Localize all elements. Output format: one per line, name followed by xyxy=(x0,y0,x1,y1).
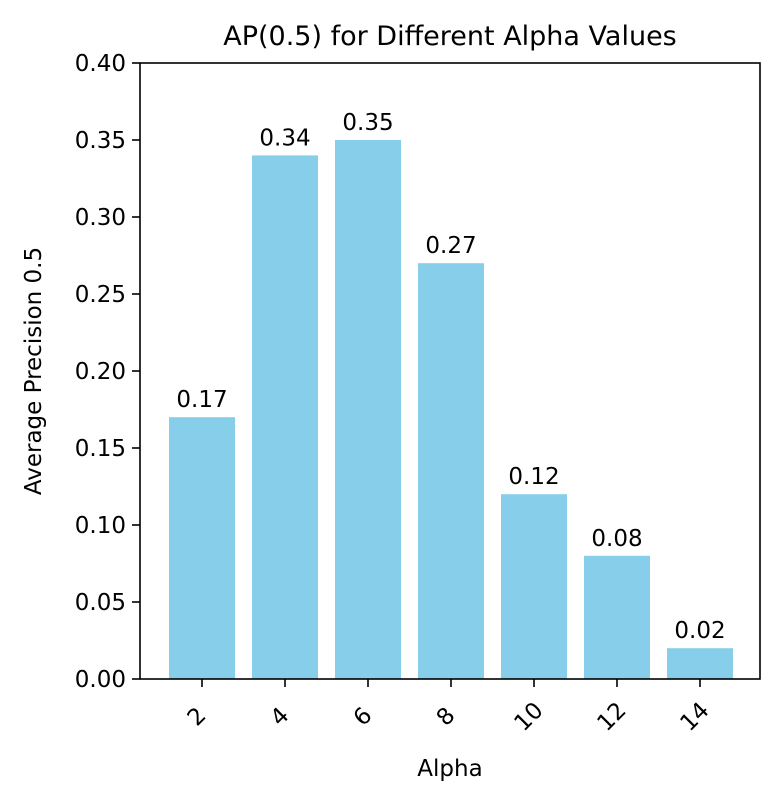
y-tick-label: 0.35 xyxy=(75,128,126,154)
y-tick-label: 0.10 xyxy=(75,513,126,539)
y-tick-label: 0.00 xyxy=(75,667,126,693)
y-tick-label: 0.05 xyxy=(75,590,126,616)
x-tick-label-14: 14 xyxy=(676,698,715,737)
y-tick-label: 0.40 xyxy=(75,51,126,77)
x-tick-label-8: 8 xyxy=(432,703,461,732)
bar-labels-group: 0.17 0.34 0.35 0.27 0.12 0.08 0.02 xyxy=(176,110,725,644)
bar-value-label-10: 0.12 xyxy=(508,464,559,490)
y-tick-label: 0.25 xyxy=(75,282,126,308)
bar-8 xyxy=(418,263,484,679)
bar-value-label-8: 0.27 xyxy=(425,233,476,259)
y-tick-label: 0.15 xyxy=(75,436,126,462)
y-tick-label: 0.30 xyxy=(75,205,126,231)
x-tick-label-4: 4 xyxy=(266,703,295,732)
bar-12 xyxy=(584,555,650,679)
bars-group xyxy=(169,140,733,679)
bar-14 xyxy=(667,648,733,679)
bar-value-label-6: 0.35 xyxy=(342,110,393,136)
x-tick-label-10: 10 xyxy=(510,698,549,737)
bar-6 xyxy=(335,140,401,679)
x-tick-label-2: 2 xyxy=(183,703,212,732)
y-axis: 0.00 0.05 0.10 0.15 0.20 0.25 0.30 0.35 0.40 xyxy=(75,51,140,693)
bar-4 xyxy=(252,155,318,679)
bar-value-label-2: 0.17 xyxy=(176,387,227,413)
bar-10 xyxy=(501,494,567,679)
x-tick-label-6: 6 xyxy=(349,703,378,732)
x-tick-label-12: 12 xyxy=(593,698,632,737)
x-axis-label: Alpha xyxy=(417,756,482,782)
bar-2 xyxy=(169,417,235,679)
bar-value-label-14: 0.02 xyxy=(674,618,725,644)
x-axis: 2 4 6 8 10 12 14 xyxy=(183,679,715,737)
chart-title: AP(0.5) for Different Alpha Values xyxy=(223,21,677,52)
plot-frame xyxy=(139,62,761,680)
bar-value-label-4: 0.34 xyxy=(259,125,310,151)
bar-value-label-12: 0.08 xyxy=(591,526,642,552)
y-axis-label: Average Precision 0.5 xyxy=(21,247,47,495)
y-tick-label: 0.20 xyxy=(75,359,126,385)
